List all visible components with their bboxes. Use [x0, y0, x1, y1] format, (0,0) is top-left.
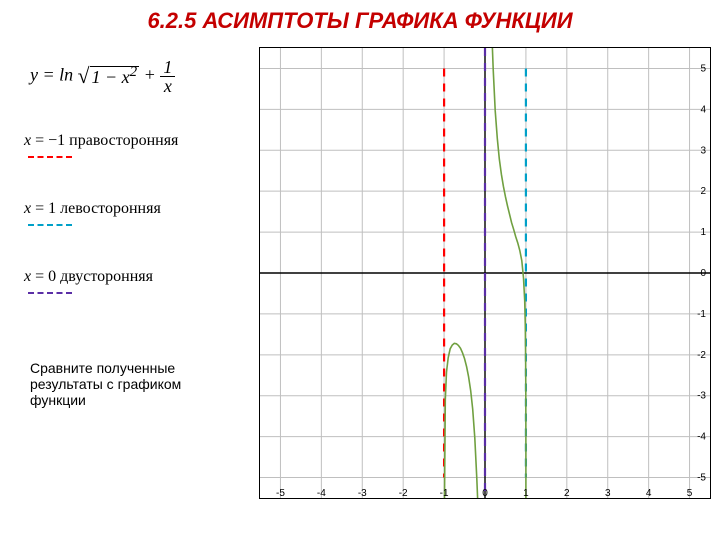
svg-text:-3: -3 — [358, 488, 367, 498]
svg-text:-1: -1 — [440, 488, 449, 498]
svg-text:3: 3 — [700, 145, 706, 156]
svg-text:1: 1 — [700, 227, 706, 238]
svg-text:-4: -4 — [697, 432, 706, 443]
svg-text:3: 3 — [605, 488, 611, 498]
svg-text:4: 4 — [700, 104, 706, 115]
asymptote-line-0: x = −1правосторонняя — [24, 132, 178, 150]
function-plot: -5 -4 -3 -2 -1 0 1 2 3 4 5 -5 -4 -3 -2 -1 0 1 2 3 4 5 — [260, 48, 710, 498]
dash-sample-0 — [28, 156, 72, 158]
svg-text:2: 2 — [564, 488, 570, 498]
svg-text:5: 5 — [700, 63, 706, 74]
svg-text:1: 1 — [523, 488, 529, 498]
svg-text:-3: -3 — [697, 391, 706, 402]
slide-title: 6.2.5 АСИМПТОТЫ ГРАФИКА ФУНКЦИИ — [0, 8, 720, 34]
svg-text:-1: -1 — [697, 309, 706, 320]
compare-note: Сравните полученныерезультаты с графиком… — [30, 360, 181, 408]
asymptote-line-1: x = 1левосторонняя — [24, 200, 161, 218]
formula: y = ln √1 − x2 + 1x — [30, 58, 175, 95]
svg-text:0: 0 — [700, 268, 706, 279]
dash-sample-1 — [28, 224, 72, 226]
svg-text:-4: -4 — [317, 488, 326, 498]
svg-text:5: 5 — [687, 488, 693, 498]
svg-text:-2: -2 — [697, 350, 706, 361]
svg-text:4: 4 — [646, 488, 652, 498]
asymptote-line-2: x = 0двусторонняя — [24, 268, 153, 286]
svg-text:-5: -5 — [276, 488, 285, 498]
svg-text:-5: -5 — [697, 473, 706, 484]
svg-text:2: 2 — [700, 186, 706, 197]
dash-sample-2 — [28, 292, 72, 294]
svg-text:0: 0 — [482, 488, 488, 498]
svg-text:-2: -2 — [399, 488, 408, 498]
